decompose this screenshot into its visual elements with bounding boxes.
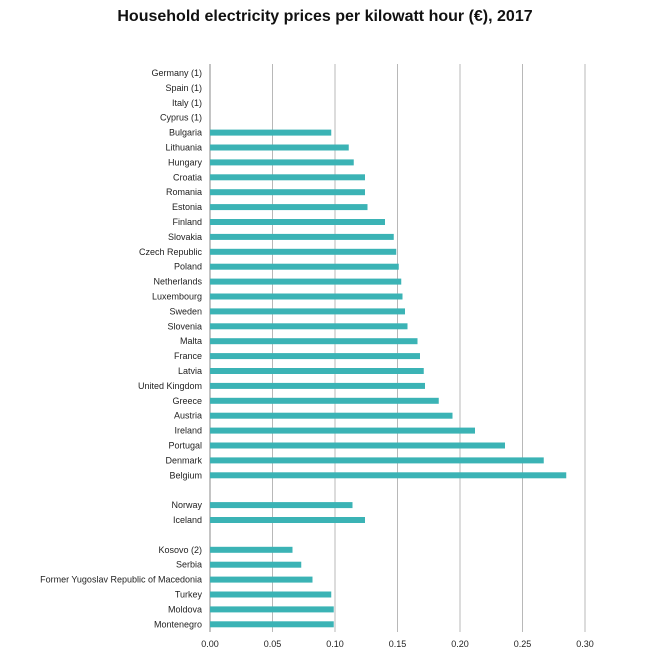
category-label: Greece <box>172 396 202 406</box>
x-tick-label: 0.05 <box>264 639 282 649</box>
category-label: Cyprus (1) <box>160 113 202 123</box>
bar <box>210 502 353 509</box>
x-tick-label: 0.10 <box>326 639 344 649</box>
bar <box>210 204 368 211</box>
bar <box>210 621 334 628</box>
bar <box>210 129 332 136</box>
bar <box>210 174 365 181</box>
bar <box>210 263 399 270</box>
category-label: Turkey <box>175 590 203 600</box>
chart-title: Household electricity prices per kilowat… <box>117 8 533 25</box>
bar <box>210 323 408 330</box>
category-label: Spain (1) <box>165 83 202 93</box>
bar <box>210 606 334 613</box>
category-label: Netherlands <box>153 277 202 287</box>
category-label: Romania <box>166 187 202 197</box>
category-label: Kosovo (2) <box>158 545 202 555</box>
category-label: Serbia <box>176 560 202 570</box>
category-label: Lithuania <box>165 143 202 153</box>
bar <box>210 308 405 315</box>
bar <box>210 457 544 464</box>
category-label: United Kingdom <box>138 381 202 391</box>
category-label: Belgium <box>169 470 202 480</box>
bar <box>210 293 403 300</box>
category-label: Moldova <box>168 604 202 614</box>
bar <box>210 591 332 598</box>
category-label: Germany (1) <box>151 68 202 78</box>
bar <box>210 248 397 255</box>
x-tick-label: 0.25 <box>514 639 532 649</box>
bar <box>210 442 505 449</box>
category-label: Malta <box>180 336 202 346</box>
category-label: Slovenia <box>167 321 202 331</box>
bar <box>210 338 418 345</box>
bar <box>210 382 425 389</box>
category-label: Portugal <box>168 441 202 451</box>
category-label: France <box>174 351 202 361</box>
category-label: Ireland <box>174 426 202 436</box>
bar <box>210 233 394 240</box>
bar <box>210 219 385 225</box>
bar <box>210 189 365 196</box>
x-tick-label: 0.20 <box>451 639 469 649</box>
bar <box>210 546 293 553</box>
category-label: Poland <box>174 262 202 272</box>
bar <box>210 397 439 404</box>
bar <box>210 412 453 419</box>
category-label: Estonia <box>172 202 202 212</box>
bar <box>210 576 313 583</box>
category-label: Sweden <box>169 306 202 316</box>
category-label: Slovakia <box>168 232 202 242</box>
bar <box>210 472 567 479</box>
category-label: Latvia <box>178 366 202 376</box>
category-label: Czech Republic <box>139 247 203 257</box>
x-tick-label: 0.30 <box>576 639 594 649</box>
category-label: Norway <box>171 500 202 510</box>
bar <box>210 517 365 523</box>
category-label: Finland <box>172 217 202 227</box>
category-label: Iceland <box>173 515 202 525</box>
category-label: Italy (1) <box>172 98 202 108</box>
category-label: Former Yugoslav Republic of Macedonia <box>40 575 202 585</box>
category-label: Luxembourg <box>152 292 202 302</box>
bar <box>210 144 349 151</box>
category-label: Denmark <box>165 455 202 465</box>
bar <box>210 353 420 360</box>
category-label: Montenegro <box>154 619 202 629</box>
bar <box>210 427 475 434</box>
bar <box>210 278 402 285</box>
category-label: Austria <box>174 411 202 421</box>
category-label: Hungary <box>168 157 203 167</box>
bar <box>210 368 424 374</box>
x-tick-label: 0.00 <box>201 639 219 649</box>
category-label: Croatia <box>173 172 202 182</box>
x-tick-label: 0.15 <box>389 639 407 649</box>
bar <box>210 561 302 568</box>
bar <box>210 159 354 166</box>
category-label: Bulgaria <box>169 128 202 138</box>
